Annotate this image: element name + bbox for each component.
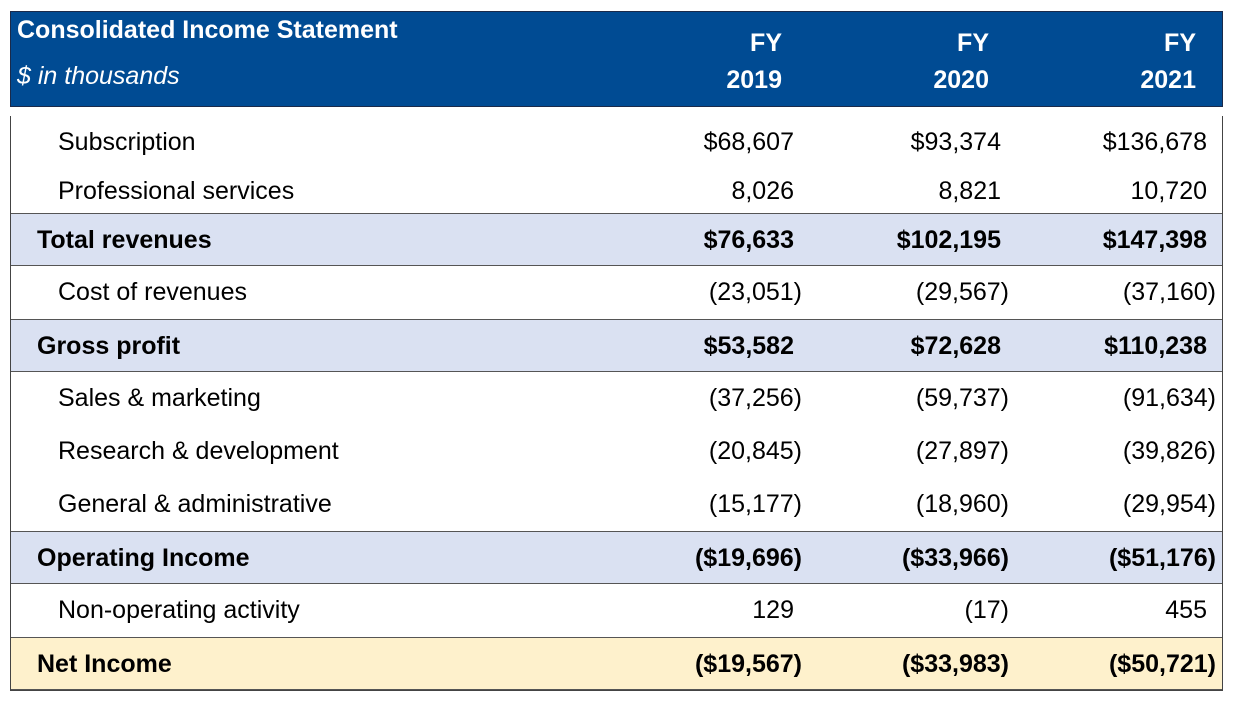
value-fy2019: (23,051) bbox=[708, 278, 802, 306]
value-fy2020: $102,195 bbox=[896, 226, 1001, 254]
fy-label: FY bbox=[957, 29, 989, 57]
row-cost-of-revenues: Cost of revenues (23,051) (29,567) (37,1… bbox=[11, 266, 1222, 319]
value-fy2019: $68,607 bbox=[703, 128, 794, 156]
value-fy2021: ($51,176) bbox=[1108, 544, 1216, 572]
column-header-fy2019: FY 2019 bbox=[726, 25, 782, 99]
row-label: Net Income bbox=[37, 650, 172, 678]
row-gross-profit: Gross profit $53,582 $72,628 $110,238 bbox=[11, 319, 1222, 372]
row-label: Operating Income bbox=[37, 544, 250, 572]
value-fy2021: $147,398 bbox=[1102, 226, 1207, 254]
value-fy2019: $76,633 bbox=[703, 226, 794, 254]
value-fy2020: (59,737) bbox=[915, 384, 1009, 412]
row-label: General & administrative bbox=[58, 490, 332, 518]
value-fy2021: (39,826) bbox=[1122, 437, 1216, 465]
fy-label: FY bbox=[750, 29, 782, 57]
value-fy2020: 8,821 bbox=[938, 177, 1001, 205]
row-label: Gross profit bbox=[37, 332, 181, 360]
row-label: Professional services bbox=[58, 177, 295, 205]
table-header: Consolidated Income Statement $ in thous… bbox=[10, 11, 1223, 107]
value-fy2019: (37,256) bbox=[708, 384, 802, 412]
units-note: $ in thousands bbox=[17, 62, 180, 90]
value-fy2021: (29,954) bbox=[1122, 490, 1216, 518]
fy-label: FY bbox=[1164, 29, 1196, 57]
value-fy2021: ($50,721) bbox=[1108, 650, 1216, 678]
value-fy2019: ($19,567) bbox=[694, 650, 802, 678]
value-fy2021: (37,160) bbox=[1122, 278, 1216, 306]
value-fy2021: 455 bbox=[1165, 596, 1207, 624]
value-fy2019: (20,845) bbox=[708, 437, 802, 465]
row-operating-income: Operating Income ($19,696) ($33,966) ($5… bbox=[11, 531, 1222, 584]
statement-title: Consolidated Income Statement bbox=[17, 16, 398, 44]
row-research-development: Research & development (20,845) (27,897)… bbox=[11, 425, 1222, 478]
value-fy2019: (15,177) bbox=[708, 490, 802, 518]
column-header-fy2020: FY 2020 bbox=[933, 25, 989, 99]
value-fy2019: 129 bbox=[752, 596, 794, 624]
row-net-income: Net Income ($19,567) ($33,983) ($50,721) bbox=[11, 637, 1222, 690]
value-fy2021: (91,634) bbox=[1122, 384, 1216, 412]
value-fy2019: ($19,696) bbox=[694, 544, 802, 572]
value-fy2020: ($33,983) bbox=[901, 650, 1009, 678]
row-label: Research & development bbox=[58, 437, 339, 465]
value-fy2019: 8,026 bbox=[731, 177, 794, 205]
value-fy2020: $72,628 bbox=[910, 332, 1001, 360]
row-label: Non-operating activity bbox=[58, 596, 300, 624]
value-fy2020: (27,897) bbox=[915, 437, 1009, 465]
fy-year: 2020 bbox=[933, 66, 989, 94]
value-fy2020: (18,960) bbox=[915, 490, 1009, 518]
row-label: Cost of revenues bbox=[58, 278, 247, 306]
row-label: Total revenues bbox=[37, 226, 212, 254]
row-professional-services: Professional services 8,026 8,821 10,720 bbox=[11, 169, 1222, 213]
row-subscription: Subscription $68,607 $93,374 $136,678 bbox=[11, 116, 1222, 169]
income-statement-table: Consolidated Income Statement $ in thous… bbox=[10, 11, 1223, 691]
value-fy2021: $136,678 bbox=[1102, 128, 1207, 156]
value-fy2020: (17) bbox=[964, 596, 1009, 624]
table-body: Subscription $68,607 $93,374 $136,678 Pr… bbox=[10, 116, 1223, 691]
row-non-operating-activity: Non-operating activity 129 (17) 455 bbox=[11, 584, 1222, 637]
fy-year: 2021 bbox=[1140, 66, 1196, 94]
row-sales-marketing: Sales & marketing (37,256) (59,737) (91,… bbox=[11, 372, 1222, 425]
value-fy2021: 10,720 bbox=[1130, 177, 1207, 205]
row-general-administrative: General & administrative (15,177) (18,96… bbox=[11, 478, 1222, 531]
row-total-revenues: Total revenues $76,633 $102,195 $147,398 bbox=[11, 213, 1222, 266]
value-fy2020: ($33,966) bbox=[901, 544, 1009, 572]
value-fy2020: (29,567) bbox=[915, 278, 1009, 306]
column-header-fy2021: FY 2021 bbox=[1140, 25, 1196, 99]
value-fy2019: $53,582 bbox=[703, 332, 794, 360]
value-fy2021: $110,238 bbox=[1104, 332, 1207, 360]
row-label: Sales & marketing bbox=[58, 384, 261, 412]
fy-year: 2019 bbox=[726, 66, 782, 94]
row-label: Subscription bbox=[58, 128, 196, 156]
value-fy2020: $93,374 bbox=[910, 128, 1001, 156]
